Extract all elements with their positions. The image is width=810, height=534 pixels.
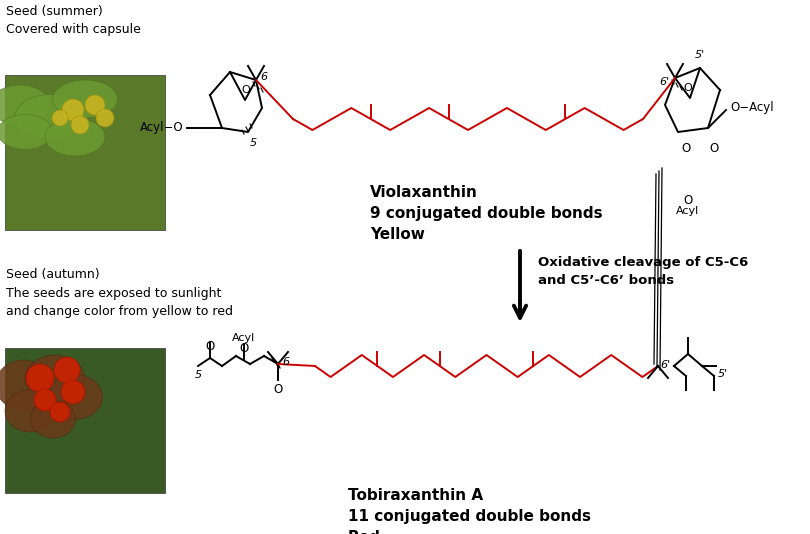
Ellipse shape	[0, 114, 53, 150]
Circle shape	[61, 380, 85, 404]
Text: Acyl−O: Acyl−O	[140, 122, 184, 135]
Text: O: O	[710, 142, 718, 155]
Circle shape	[96, 109, 114, 127]
Text: Violaxanthin
9 conjugated double bonds
Yellow: Violaxanthin 9 conjugated double bonds Y…	[370, 185, 603, 242]
Text: Acyl: Acyl	[676, 206, 700, 216]
Circle shape	[85, 95, 105, 115]
Ellipse shape	[25, 355, 85, 403]
Text: O: O	[241, 85, 250, 95]
Ellipse shape	[5, 390, 55, 432]
Text: 6': 6'	[659, 77, 669, 87]
Bar	[5, 348, 165, 493]
Ellipse shape	[0, 360, 50, 410]
Text: 6': 6'	[660, 360, 670, 370]
Circle shape	[34, 389, 56, 411]
Ellipse shape	[31, 400, 75, 438]
Circle shape	[54, 357, 80, 383]
Text: O: O	[684, 83, 693, 93]
Text: Oxidative cleavage of C5-C6
and C5’-C6’ bonds: Oxidative cleavage of C5-C6 and C5’-C6’ …	[538, 256, 748, 287]
Text: 5': 5'	[695, 50, 705, 60]
Text: 6: 6	[282, 357, 289, 367]
Ellipse shape	[53, 80, 117, 118]
Circle shape	[71, 116, 89, 134]
Text: O: O	[206, 340, 215, 353]
Text: Seed (autumn)
The seeds are exposed to sunlight
and change color from yellow to : Seed (autumn) The seeds are exposed to s…	[6, 268, 233, 318]
Text: 6: 6	[260, 72, 267, 82]
Circle shape	[50, 402, 70, 422]
Text: O: O	[681, 142, 691, 155]
Text: O−Acyl: O−Acyl	[730, 101, 774, 114]
Text: O: O	[240, 342, 249, 355]
Text: O: O	[273, 383, 283, 396]
Bar	[5, 75, 165, 230]
Ellipse shape	[15, 95, 85, 139]
Circle shape	[52, 110, 68, 126]
Circle shape	[26, 364, 54, 392]
Text: 5: 5	[194, 370, 202, 380]
Ellipse shape	[0, 85, 50, 125]
Text: 5': 5'	[718, 369, 728, 379]
Text: 5: 5	[250, 138, 257, 148]
Text: Seed (summer)
Covered with capsule: Seed (summer) Covered with capsule	[6, 5, 141, 36]
Circle shape	[62, 99, 84, 121]
Text: Tobiraxanthin A
11 conjugated double bonds
Red: Tobiraxanthin A 11 conjugated double bon…	[348, 488, 591, 534]
Text: O: O	[684, 194, 693, 207]
Ellipse shape	[45, 118, 105, 156]
Text: Acyl: Acyl	[232, 333, 256, 343]
Ellipse shape	[48, 374, 103, 420]
